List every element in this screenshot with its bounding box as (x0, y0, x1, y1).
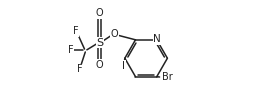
Text: I: I (122, 60, 125, 71)
Text: O: O (96, 8, 103, 18)
Text: F: F (73, 26, 79, 36)
Text: O: O (96, 60, 103, 70)
Text: Br: Br (162, 72, 173, 82)
Text: O: O (111, 29, 119, 39)
Text: F: F (68, 45, 73, 55)
Text: N: N (154, 34, 161, 44)
Text: F: F (77, 64, 82, 74)
Text: S: S (96, 38, 103, 48)
